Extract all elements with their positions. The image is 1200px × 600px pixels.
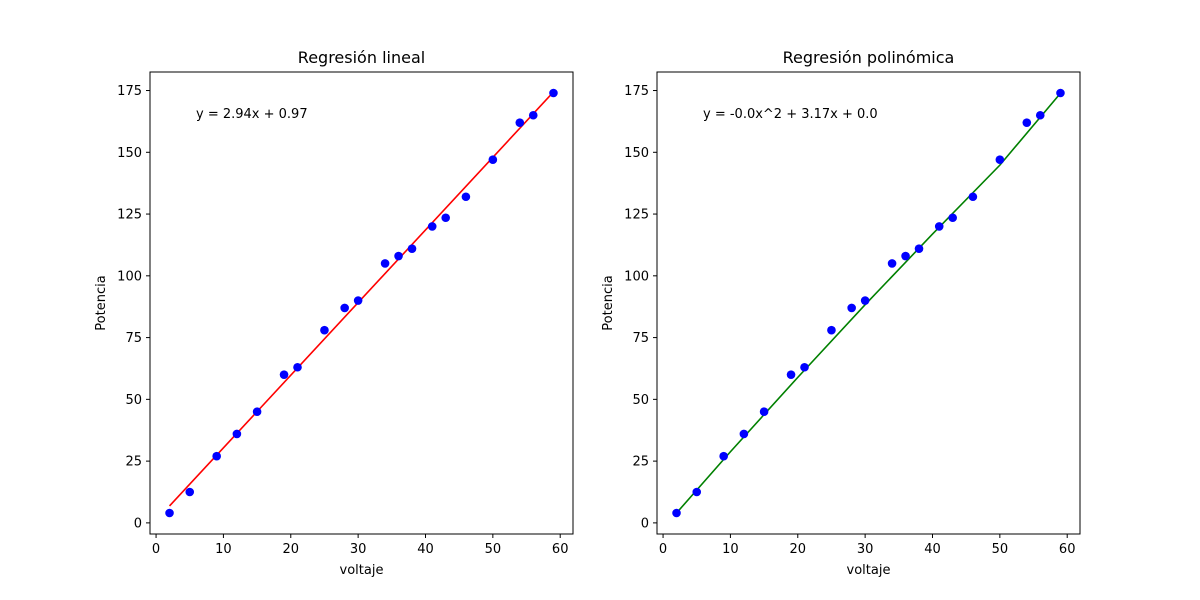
data-point — [672, 509, 681, 518]
y-tick-label: 100 — [117, 269, 142, 284]
data-point — [340, 304, 349, 313]
y-tick-label: 75 — [125, 331, 142, 346]
data-point — [740, 430, 749, 439]
x-tick-label: 20 — [790, 542, 807, 557]
y-axis-label: Potencia — [601, 275, 616, 330]
data-point — [462, 192, 471, 201]
data-point — [787, 370, 796, 379]
data-point — [996, 155, 1005, 164]
data-point — [529, 111, 538, 120]
y-tick-label: 25 — [125, 455, 142, 470]
data-point — [760, 407, 769, 416]
data-point — [253, 407, 262, 416]
x-tick-label: 0 — [152, 542, 160, 557]
data-point — [185, 488, 194, 497]
data-point — [320, 326, 329, 335]
y-tick-label: 150 — [117, 146, 142, 161]
data-point — [428, 222, 437, 231]
data-point — [1056, 89, 1065, 98]
data-point — [280, 370, 289, 379]
chart-panel-polynomial: 0 10 20 30 40 50 60 0 25 50 75 100 125 150 175 Regresió… — [601, 48, 1080, 578]
data-point — [381, 259, 390, 268]
y-tick-label: 125 — [624, 208, 649, 223]
data-point — [847, 304, 856, 313]
chart-panel-linear: 0 10 20 30 40 50 60 0 25 50 75 100 125 150 175 Regresió… — [94, 48, 573, 578]
data-point — [408, 244, 417, 253]
y-tick-label: 0 — [641, 516, 649, 531]
data-point — [827, 326, 836, 335]
data-point — [719, 452, 728, 461]
data-point — [935, 222, 944, 231]
x-axis-label: voltaje — [847, 563, 891, 578]
data-point — [888, 259, 897, 268]
x-tick-label: 60 — [1059, 542, 1076, 557]
y-tick-label: 50 — [632, 393, 649, 408]
x-tick-label: 40 — [417, 542, 434, 557]
data-point — [394, 252, 403, 261]
x-tick-label: 50 — [485, 542, 502, 557]
chart-title: Regresión polinómica — [783, 48, 955, 67]
data-point — [969, 192, 978, 201]
x-tick-label: 20 — [283, 542, 300, 557]
y-tick-label: 75 — [632, 331, 649, 346]
data-point — [165, 509, 174, 518]
x-tick-label: 0 — [659, 542, 667, 557]
chart-title: Regresión lineal — [298, 48, 425, 67]
data-point — [489, 155, 498, 164]
data-point — [293, 363, 302, 372]
data-point — [915, 244, 924, 253]
data-point — [692, 488, 701, 497]
x-tick-label: 50 — [992, 542, 1009, 557]
x-tick-label: 30 — [857, 542, 874, 557]
data-point — [1036, 111, 1045, 120]
data-point — [441, 213, 450, 222]
data-point — [1022, 118, 1031, 127]
x-tick-label: 10 — [215, 542, 232, 557]
y-tick-label: 0 — [134, 516, 142, 531]
y-tick-label: 25 — [632, 455, 649, 470]
y-axis-label: Potencia — [94, 275, 109, 330]
data-point — [354, 296, 363, 305]
data-point — [901, 252, 910, 261]
data-point — [549, 89, 558, 98]
y-tick-label: 150 — [624, 146, 649, 161]
data-point — [800, 363, 809, 372]
data-point — [861, 296, 870, 305]
data-point — [515, 118, 524, 127]
data-point — [233, 430, 242, 439]
y-tick-label: 100 — [624, 269, 649, 284]
y-tick-label: 175 — [624, 84, 649, 99]
x-tick-label: 40 — [924, 542, 941, 557]
equation-annotation: y = 2.94x + 0.97 — [196, 107, 308, 122]
y-tick-label: 175 — [117, 84, 142, 99]
x-axis-label: voltaje — [340, 563, 384, 578]
data-point — [212, 452, 221, 461]
x-tick-label: 30 — [350, 542, 367, 557]
data-point — [948, 213, 957, 222]
y-tick-label: 125 — [117, 208, 142, 223]
y-tick-label: 50 — [125, 393, 142, 408]
x-tick-label: 60 — [552, 542, 569, 557]
x-tick-label: 10 — [722, 542, 739, 557]
equation-annotation: y = -0.0x^2 + 3.17x + 0.0 — [703, 107, 878, 122]
